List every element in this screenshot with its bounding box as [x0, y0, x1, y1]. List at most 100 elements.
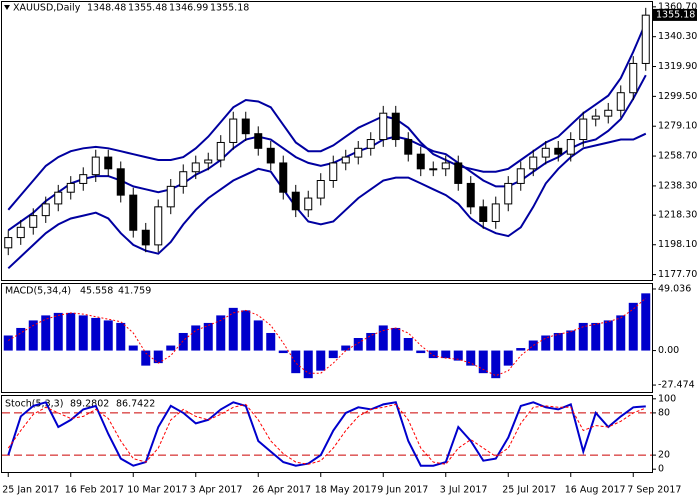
candle-body: [591, 115, 600, 120]
candle-body: [604, 109, 613, 117]
y-tick-label: 1299.50: [658, 91, 697, 102]
candle-body: [329, 162, 338, 182]
stoch-signal-value: 86.7422: [116, 399, 155, 410]
macd-bar: [328, 350, 338, 359]
candle-body: [4, 237, 13, 249]
macd-signal-value: 41.759: [118, 286, 151, 297]
macd-bar: [53, 312, 63, 351]
macd-bar: [303, 350, 313, 379]
stoch-main: [7, 401, 646, 467]
candle-body: [616, 92, 625, 111]
macd-value: 45.558: [80, 286, 113, 297]
candle-body: [241, 118, 250, 135]
stoch-title: Stoch(5,3,3): [5, 399, 63, 410]
x-tick-label: 10 Mar 2017: [127, 485, 187, 496]
candle-body: [391, 112, 400, 141]
macd-bar: [578, 322, 588, 351]
macd-bar: [416, 350, 426, 354]
bollinger-band: [7, 132, 647, 270]
macd-bar: [241, 310, 251, 351]
x-tick-label: 7 Sep 2017: [627, 485, 681, 496]
macd-bar: [316, 350, 326, 371]
candle-body: [554, 147, 563, 155]
y-tick-label: 1218.30: [658, 210, 697, 221]
symbol-icon: [4, 5, 10, 10]
macd-bar: [116, 322, 126, 351]
macd-bar: [266, 332, 276, 351]
candle-body: [191, 162, 200, 173]
header-close: 1355.18: [210, 3, 249, 14]
macd-bar: [28, 320, 38, 351]
candle-body: [266, 147, 275, 164]
candle-body: [254, 133, 263, 149]
y-tick-label: 20: [658, 450, 670, 461]
macd-bar: [278, 350, 288, 354]
x-tick-label: 25 Jan 2017: [2, 485, 59, 496]
macd-bar: [553, 332, 563, 351]
y-tick-label: 1258.70: [658, 151, 697, 162]
candle-body: [366, 139, 375, 149]
x-tick-label: 9 Jun 2017: [377, 485, 428, 496]
y-tick-label: -27.474: [658, 380, 695, 391]
candle-body: [279, 162, 288, 193]
macd-bar: [366, 332, 376, 351]
candle-body: [466, 182, 475, 208]
macd-bar: [178, 332, 188, 351]
candle-body: [29, 215, 38, 228]
x-tick-label: 25 Jul 2017: [502, 485, 556, 496]
candle-body: [441, 162, 450, 170]
price-marker: [653, 8, 697, 21]
macd-bar: [528, 340, 538, 351]
macd-bar: [66, 312, 76, 351]
y-tick-label: 1360.70: [658, 1, 697, 12]
candle-body: [491, 203, 500, 222]
macd-bar: [378, 325, 388, 351]
macd-bar: [16, 327, 26, 351]
candle-body: [166, 185, 175, 208]
candle-body: [354, 147, 363, 158]
macd-bar: [478, 350, 488, 374]
stoch-panel: [1, 395, 653, 473]
candle-body: [379, 112, 388, 141]
candle-body: [179, 171, 188, 187]
macd-bar: [466, 350, 476, 366]
y-tick-label: 80: [658, 407, 670, 418]
candle-body: [641, 14, 650, 64]
candle-body: [529, 156, 538, 170]
macd-bar: [641, 293, 651, 351]
candle-body: [116, 168, 125, 196]
candle-body: [16, 226, 25, 239]
candle-body: [129, 194, 138, 231]
macd-bar: [503, 350, 513, 366]
macd-bar: [128, 345, 138, 351]
y-tick-label: 0: [658, 464, 664, 475]
candle-body: [141, 229, 150, 246]
x-tick-label: 3 Apr 2017: [190, 485, 243, 496]
macd-bar: [441, 350, 451, 359]
candle-body: [66, 182, 75, 193]
macd-signal: [8, 297, 647, 377]
candle-body: [54, 191, 63, 205]
macd-bar: [591, 322, 601, 351]
candle-body: [79, 174, 88, 184]
price-panel: [1, 1, 653, 281]
macd-bar: [391, 327, 401, 351]
candle-body: [204, 159, 213, 164]
header-low: 1346.99: [169, 3, 208, 14]
candle-body: [516, 168, 525, 184]
macd-bar: [228, 307, 238, 351]
macd-bar: [341, 345, 351, 351]
x-tick-label: 26 Apr 2017: [252, 485, 311, 496]
macd-bar: [216, 315, 226, 351]
macd-bar: [103, 320, 113, 351]
candle-body: [304, 197, 313, 211]
candle-body: [404, 139, 413, 155]
y-tick-label: 1198.10: [658, 239, 697, 250]
candle-body: [629, 62, 638, 94]
macd-bar: [491, 350, 501, 379]
candle-body: [454, 162, 463, 184]
x-tick-label: 16 Aug 2017: [565, 485, 626, 496]
y-tick-label: 49.036: [658, 283, 691, 294]
candle-body: [154, 206, 163, 246]
